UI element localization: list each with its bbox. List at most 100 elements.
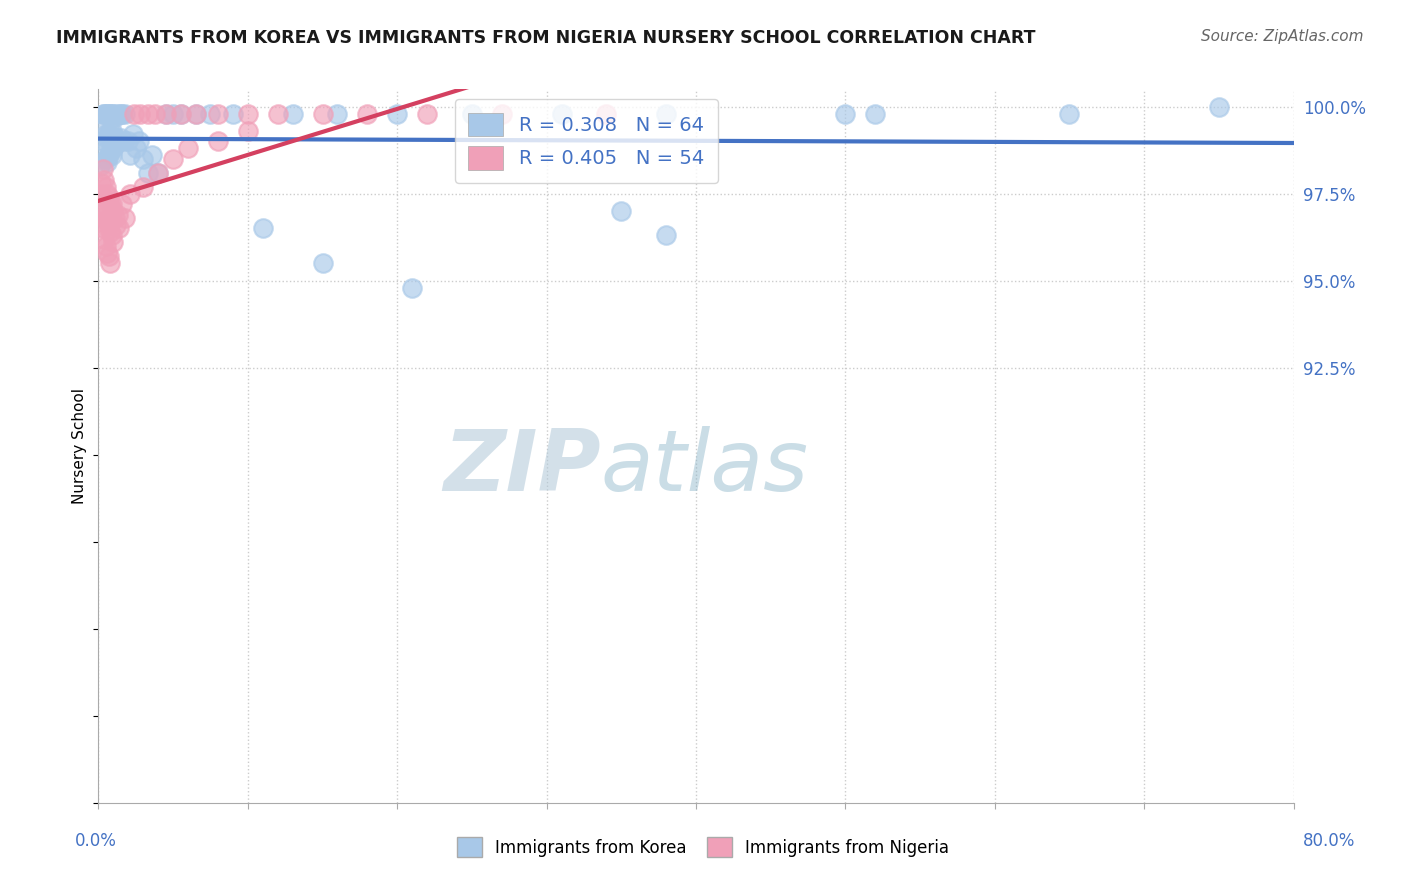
Point: [94, 239, 117, 253]
Point: [108, 106, 131, 120]
Point: [103, 141, 125, 155]
Point: [90, 207, 112, 221]
Point: [610, 204, 633, 219]
Point: [236, 124, 259, 138]
Point: [112, 135, 135, 149]
Point: [401, 280, 423, 294]
Point: [96, 186, 118, 201]
Point: [121, 128, 143, 142]
Point: [114, 106, 136, 120]
Point: [98, 106, 122, 120]
Point: [184, 106, 207, 120]
Point: [97, 106, 120, 120]
Point: [90, 176, 112, 190]
Point: [655, 228, 678, 243]
Text: atlas: atlas: [600, 425, 808, 509]
Point: [93, 172, 115, 186]
Point: [91, 106, 114, 120]
Point: [93, 201, 115, 215]
Text: IMMIGRANTS FROM KOREA VS IMMIGRANTS FROM NIGERIA NURSERY SCHOOL CORRELATION CHAR: IMMIGRANTS FROM KOREA VS IMMIGRANTS FROM…: [56, 29, 1036, 46]
Point: [207, 106, 229, 120]
Point: [101, 197, 124, 211]
Point: [236, 106, 259, 120]
Point: [96, 131, 118, 145]
Point: [91, 135, 114, 149]
Text: 80.0%: 80.0%: [1302, 831, 1355, 849]
Point: [281, 106, 304, 120]
Point: [416, 106, 439, 120]
Legend: R = 0.308   N = 64, R = 0.405   N = 54: R = 0.308 N = 64, R = 0.405 N = 54: [454, 99, 717, 184]
Point: [97, 190, 120, 204]
Point: [1208, 100, 1230, 114]
Point: [136, 106, 159, 120]
Point: [96, 155, 118, 169]
Point: [129, 106, 152, 120]
Point: [655, 106, 678, 120]
Point: [97, 128, 120, 142]
Point: [136, 166, 159, 180]
Point: [105, 131, 128, 145]
Point: [103, 235, 125, 250]
Point: [89, 159, 111, 173]
Point: [107, 135, 129, 149]
Point: [110, 106, 132, 120]
Point: [98, 256, 122, 270]
Point: [91, 162, 114, 177]
Point: [97, 218, 120, 232]
Point: [155, 106, 177, 120]
Point: [162, 106, 184, 120]
Text: Source: ZipAtlas.com: Source: ZipAtlas.com: [1201, 29, 1364, 44]
Point: [98, 124, 122, 138]
Point: [595, 106, 617, 120]
Point: [834, 106, 856, 120]
Point: [105, 106, 128, 120]
Point: [177, 141, 200, 155]
Point: [125, 141, 148, 155]
Point: [162, 152, 184, 166]
Point: [118, 186, 141, 201]
Point: [103, 106, 125, 120]
Point: [311, 106, 333, 120]
Point: [101, 106, 124, 120]
Point: [105, 218, 128, 232]
Point: [110, 131, 132, 145]
Point: [326, 106, 349, 120]
Text: ZIP: ZIP: [443, 425, 600, 509]
Point: [252, 221, 274, 235]
Y-axis label: Nursery School: Nursery School: [72, 388, 87, 504]
Point: [108, 221, 131, 235]
Point: [865, 106, 887, 120]
Point: [1059, 106, 1081, 120]
Point: [94, 207, 117, 221]
Point: [93, 232, 115, 246]
Point: [118, 148, 141, 162]
Point: [91, 190, 114, 204]
Point: [128, 135, 150, 149]
Point: [114, 211, 136, 225]
Point: [111, 106, 134, 120]
Point: [267, 106, 290, 120]
Point: [97, 148, 120, 162]
Point: [93, 106, 115, 120]
Point: [101, 148, 124, 162]
Point: [141, 148, 163, 162]
Point: [91, 221, 114, 235]
Point: [97, 249, 120, 263]
Point: [461, 106, 484, 120]
Point: [148, 166, 170, 180]
Point: [104, 211, 127, 225]
Point: [90, 124, 112, 138]
Point: [222, 106, 245, 120]
Point: [356, 106, 378, 120]
Point: [104, 110, 127, 124]
Point: [200, 106, 222, 120]
Point: [117, 135, 139, 149]
Point: [132, 152, 155, 166]
Point: [98, 225, 122, 239]
Text: 0.0%: 0.0%: [75, 831, 117, 849]
Point: [104, 137, 127, 152]
Point: [111, 197, 134, 211]
Point: [93, 145, 115, 159]
Point: [98, 145, 122, 159]
Point: [89, 186, 111, 201]
